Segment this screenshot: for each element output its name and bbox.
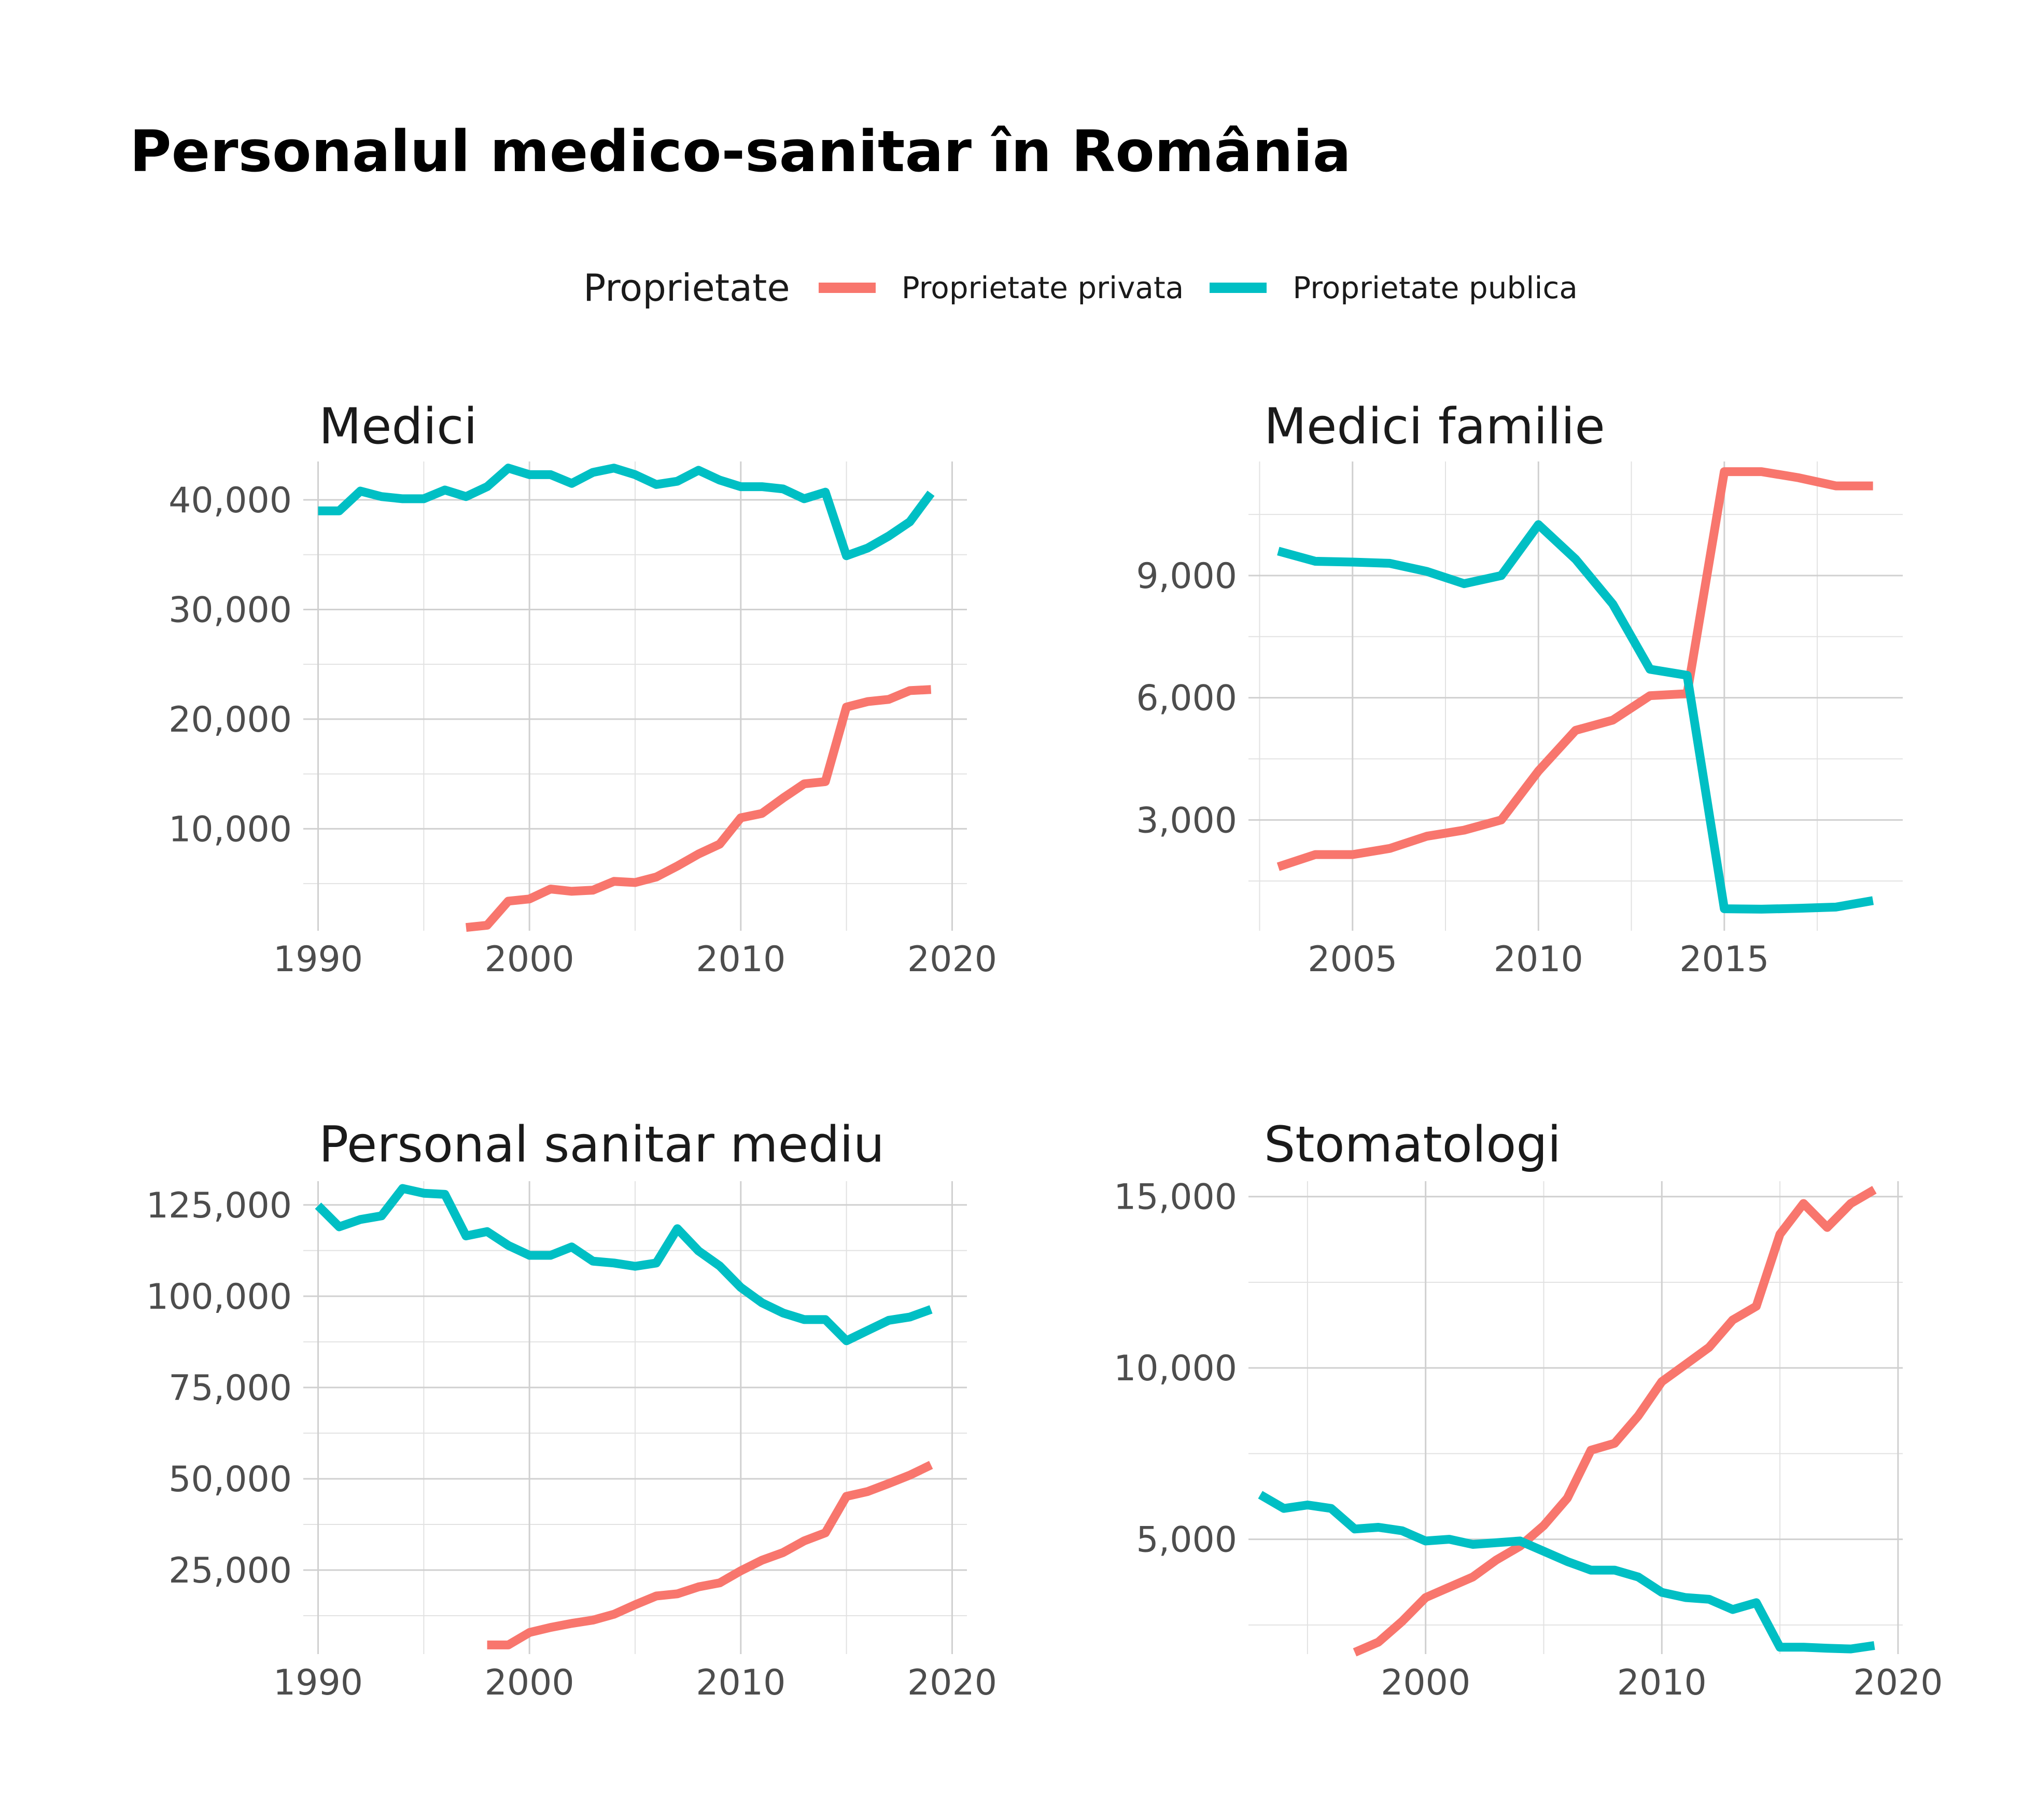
series-line-privata-stomatologi	[1353, 1186, 1877, 1657]
panel-personal-sanitar-mediu: 1990 2000 2010 2020 25,000 50,000 75,000 100,00…	[146, 1116, 997, 1703]
panel-title-stomatologi: Stomatologi	[1264, 1116, 1561, 1173]
series-line-publica-stomatologi	[1258, 1491, 1875, 1654]
series-line-privata-medici-familie	[1276, 467, 1873, 871]
series-line-publica-medici	[318, 464, 935, 561]
x-tick-label: 1990	[273, 939, 363, 980]
y-tick-label: 25,000	[168, 1550, 292, 1591]
x-tick-label: 2020	[1853, 1662, 1943, 1703]
y-tick-label: 125,000	[146, 1185, 292, 1226]
x-tick-label: 2000	[485, 1662, 574, 1703]
legend-label-privata: Proprietate privata	[901, 270, 1184, 305]
series-line-publica-personal-sanitar-mediu	[315, 1184, 933, 1346]
y-tick-label: 10,000	[168, 809, 292, 850]
y-tick-label: 15,000	[1114, 1177, 1237, 1218]
y-tick-label: 10,000	[1114, 1348, 1237, 1389]
panel-title-medici-familie: Medici familie	[1264, 398, 1605, 455]
panel-title-medici: Medici	[319, 398, 478, 455]
x-tick-label: 1990	[273, 1662, 363, 1703]
x-tick-label: 2010	[696, 939, 785, 980]
y-tick-label: 5,000	[1136, 1520, 1237, 1561]
legend-item-publica: Proprietate publica	[1210, 270, 1578, 305]
y-tick-label: 100,000	[146, 1277, 292, 1318]
y-tick-label: 20,000	[168, 699, 292, 740]
x-tick-label: 2020	[907, 939, 997, 980]
legend-swatch-privata	[818, 283, 876, 293]
legend-title: Proprietate	[583, 266, 790, 310]
x-tick-label: 2005	[1308, 939, 1397, 980]
series-line-publica-medici-familie	[1277, 520, 1874, 914]
x-tick-label: 2000	[485, 939, 574, 980]
panel-title-personal-sanitar-mediu: Personal sanitar mediu	[319, 1116, 884, 1173]
x-tick-label: 2010	[1617, 1662, 1707, 1703]
panel-stomatologi: 2000 2010 2020 5,000 10,000 15,000 Stomatologi	[1114, 1116, 1943, 1703]
y-tick-label: 6,000	[1136, 678, 1237, 719]
legend-label-publica: Proprietate publica	[1293, 270, 1578, 305]
x-tick-label: 2000	[1381, 1662, 1470, 1703]
y-tick-label: 9,000	[1136, 556, 1237, 597]
y-tick-label: 3,000	[1136, 800, 1237, 841]
series-line-privata-medici	[466, 685, 932, 932]
x-tick-label: 2020	[907, 1662, 997, 1703]
series-line-privata-personal-sanitar-mediu	[487, 1461, 933, 1649]
chart-title: Personalul medico-sanitar în România	[130, 118, 1351, 185]
x-tick-label: 2015	[1679, 939, 1769, 980]
x-tick-label: 2010	[696, 1662, 785, 1703]
panel-medici: 1990 2000 2010 2020 10,000 20,000 30,000 40,000…	[168, 398, 997, 980]
y-tick-label: 75,000	[168, 1368, 292, 1409]
legend: Proprietate Proprietate privata Propriet…	[583, 262, 1604, 314]
y-tick-label: 30,000	[168, 590, 292, 631]
y-tick-label: 40,000	[168, 480, 292, 521]
y-tick-label: 50,000	[168, 1459, 292, 1500]
legend-item-privata: Proprietate privata	[818, 270, 1184, 305]
x-tick-label: 2010	[1494, 939, 1583, 980]
panel-medici-familie: 2005 2010 2015 3,000 6,000 9,000 Medici famili…	[1136, 398, 1903, 980]
legend-swatch-publica	[1210, 283, 1267, 293]
